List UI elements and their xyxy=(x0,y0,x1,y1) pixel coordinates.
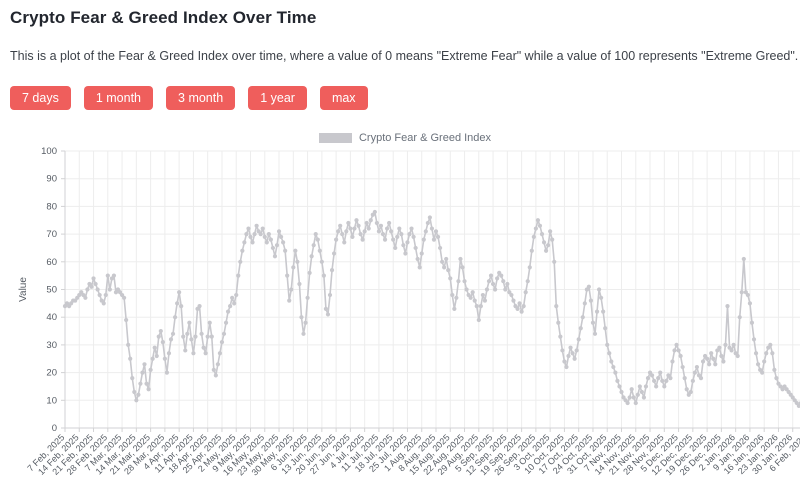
gridlines xyxy=(64,150,800,428)
series-line xyxy=(62,209,800,408)
svg-text:100: 100 xyxy=(41,146,57,157)
svg-text:30: 30 xyxy=(46,340,57,351)
svg-text:60: 60 xyxy=(46,257,57,268)
page-description: This is a plot of the Fear & Greed Index… xyxy=(10,49,799,63)
axes xyxy=(61,150,800,432)
svg-text:0: 0 xyxy=(52,423,57,434)
legend-swatch xyxy=(318,133,352,143)
range-button-3month[interactable]: 3 month xyxy=(166,86,236,110)
svg-text:10: 10 xyxy=(46,395,57,406)
range-button-max[interactable]: max xyxy=(319,86,368,110)
chart-legend: Crypto Fear & Greed Index xyxy=(10,131,800,145)
svg-text:90: 90 xyxy=(46,174,57,185)
range-button-7days[interactable]: 7 days xyxy=(10,86,71,110)
range-button-1year[interactable]: 1 year xyxy=(248,86,307,110)
svg-text:40: 40 xyxy=(46,312,57,323)
legend-label: Crypto Fear & Greed Index xyxy=(358,132,492,144)
y-axis-title: Value xyxy=(18,277,29,302)
svg-text:20: 20 xyxy=(46,368,57,379)
range-button-1month[interactable]: 1 month xyxy=(83,86,154,110)
svg-text:80: 80 xyxy=(46,201,57,212)
page-title: Crypto Fear & Greed Index Over Time xyxy=(10,8,317,27)
range-buttons: 7 days 1 month 3 month 1 year max xyxy=(10,86,800,110)
svg-text:50: 50 xyxy=(46,285,57,296)
svg-text:70: 70 xyxy=(46,229,57,240)
chart: 0 10 20 30 40 50 60 70 80 90 100 7 Feb, 2025 14 Feb,… xyxy=(10,146,800,487)
